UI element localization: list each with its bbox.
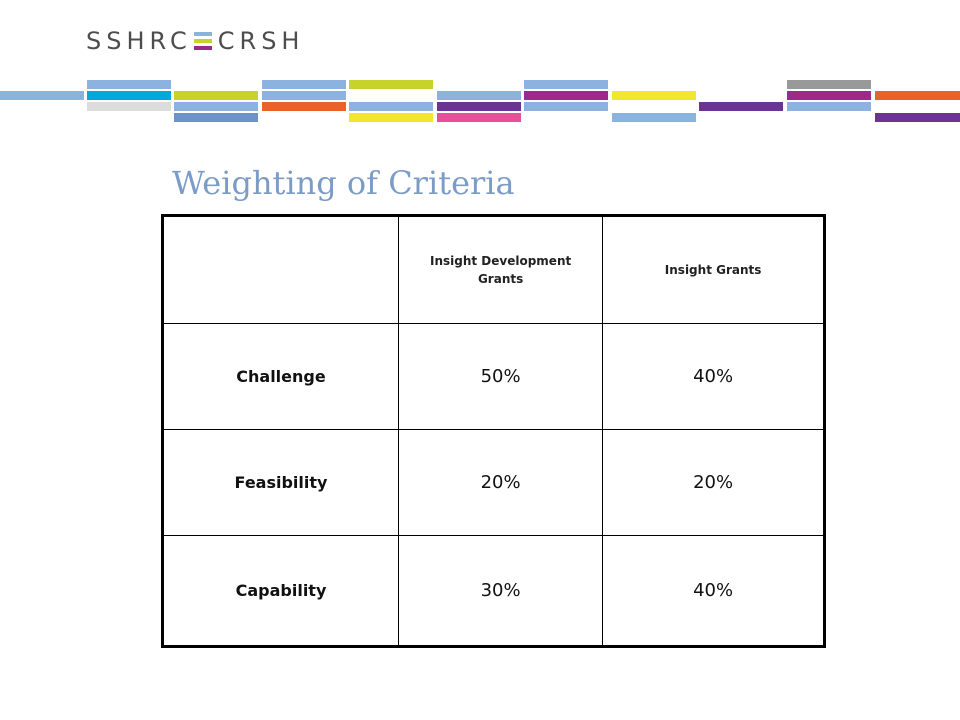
idg-weight: 50%: [397, 322, 604, 431]
table-row: Challenge 50% 40%: [162, 322, 825, 431]
ig-weight: 40%: [602, 535, 825, 647]
table-header-row: Insight Development Grants Insight Grant…: [162, 215, 825, 324]
criterion-label: Feasibility: [162, 429, 399, 537]
logo-mark-icon: [193, 32, 212, 50]
idg-weight: 20%: [397, 429, 604, 537]
column-header-empty: [162, 215, 399, 324]
logo-text-crsh: CRSH: [217, 27, 305, 55]
decorative-color-bars: [0, 0, 960, 140]
column-header-insight-grants: Insight Grants: [602, 215, 825, 324]
ig-weight: 20%: [602, 429, 825, 537]
column-header-insight-development-grants: Insight Development Grants: [397, 215, 604, 324]
table-row: Capability 30% 40%: [162, 535, 825, 647]
criteria-weighting-table: Insight Development Grants Insight Grant…: [161, 214, 826, 648]
table-row: Feasibility 20% 20%: [162, 429, 825, 537]
ig-weight: 40%: [602, 322, 825, 431]
logo-text-sshrc: SSHRC: [86, 27, 192, 55]
idg-weight: 30%: [397, 535, 604, 647]
criterion-label: Challenge: [162, 322, 399, 431]
slide-title: Weighting of Criteria: [172, 164, 515, 202]
criterion-label: Capability: [162, 535, 399, 647]
sshrc-crsh-logo: SSHRC CRSH: [86, 27, 305, 55]
